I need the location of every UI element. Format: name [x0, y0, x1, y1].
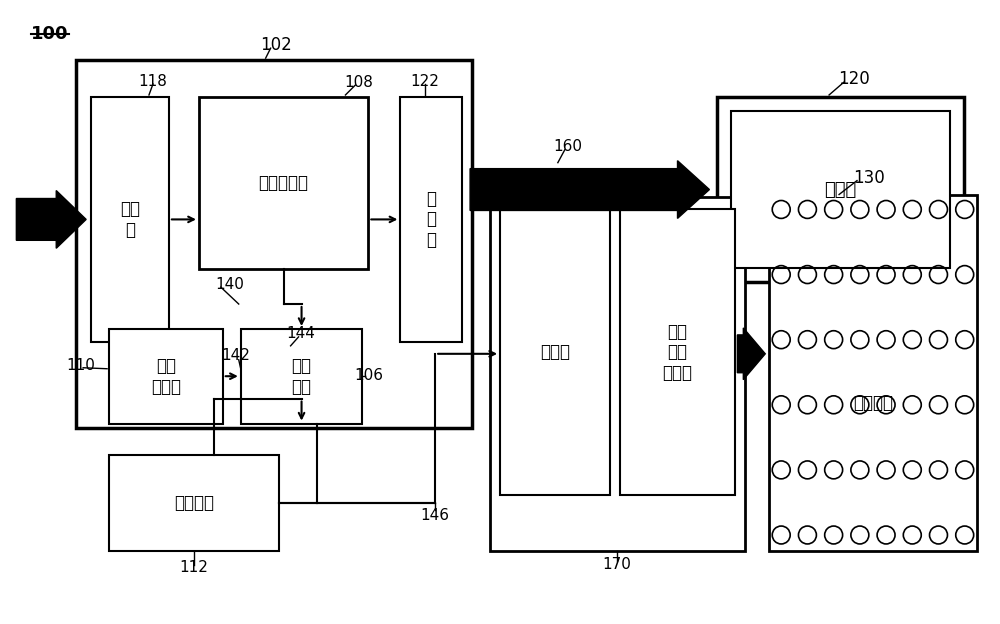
Text: 108: 108	[344, 74, 373, 89]
Text: 104: 104	[592, 170, 624, 188]
Text: 116: 116	[653, 187, 682, 202]
Bar	[731, 111, 950, 268]
Bar	[199, 97, 368, 269]
Text: 接收
端: 接收 端	[120, 200, 140, 239]
Text: 110: 110	[67, 358, 96, 373]
Bar	[620, 210, 735, 495]
Text: 160: 160	[553, 139, 582, 154]
Text: 144: 144	[286, 326, 315, 341]
Text: 背光
信号
产生器: 背光 信号 产生器	[663, 323, 693, 382]
Text: 102: 102	[260, 36, 292, 54]
Text: 发
射
端: 发 射 端	[426, 190, 436, 249]
Text: 106: 106	[354, 368, 383, 383]
Text: 显示器: 显示器	[824, 180, 857, 198]
Bar	[109, 456, 279, 551]
Text: 114: 114	[515, 187, 544, 202]
Bar	[109, 329, 223, 424]
Bar	[241, 329, 362, 424]
FancyArrow shape	[737, 328, 765, 379]
Text: 150: 150	[23, 229, 52, 244]
Bar	[76, 60, 472, 429]
Text: 图像处理器: 图像处理器	[259, 174, 309, 192]
Text: 122: 122	[411, 74, 440, 89]
Text: 118: 118	[139, 74, 167, 89]
Bar	[490, 197, 745, 551]
Text: 背光装置: 背光装置	[853, 394, 893, 412]
Text: 170: 170	[602, 557, 631, 572]
Text: 120: 120	[838, 70, 870, 88]
Text: 142: 142	[221, 348, 250, 363]
Text: 112: 112	[179, 560, 208, 575]
Text: 140: 140	[216, 276, 245, 291]
Text: 切换
组件: 切换 组件	[292, 357, 312, 396]
Text: 130: 130	[853, 168, 885, 187]
Text: 100: 100	[31, 26, 69, 43]
Bar	[400, 97, 462, 342]
Text: 146: 146	[421, 507, 450, 522]
Text: 微控制器: 微控制器	[174, 494, 214, 512]
FancyArrow shape	[470, 160, 709, 218]
Bar	[717, 97, 964, 282]
Text: 图像
产生器: 图像 产生器	[151, 357, 181, 396]
Bar	[91, 97, 169, 342]
Text: 接收端: 接收端	[540, 343, 570, 361]
FancyArrow shape	[16, 190, 86, 248]
Bar	[769, 195, 977, 551]
Bar	[500, 210, 610, 495]
